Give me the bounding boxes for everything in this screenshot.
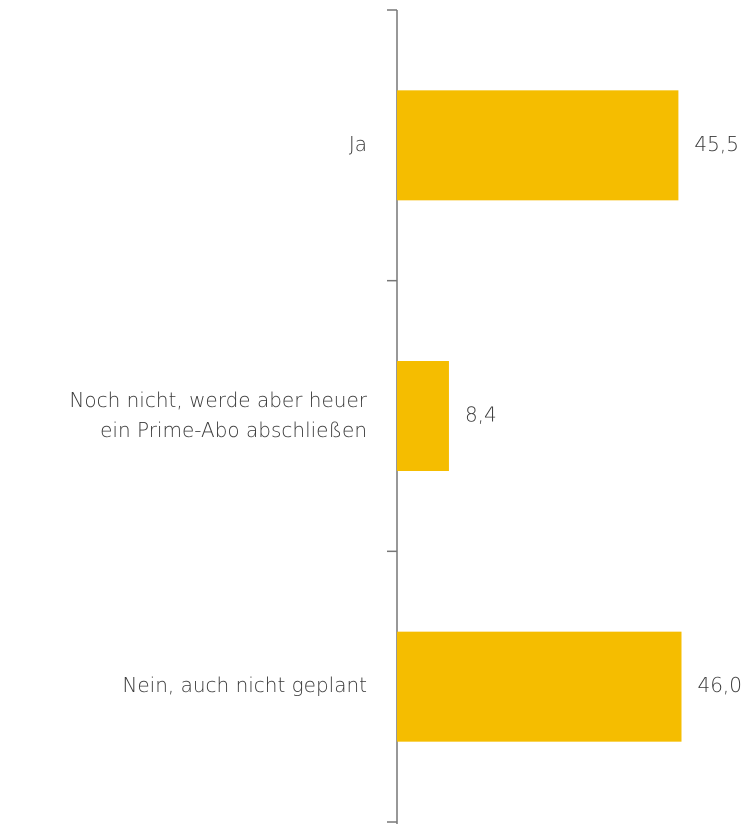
bar bbox=[397, 631, 682, 742]
category-label: Nein, auch nicht geplant bbox=[122, 673, 367, 697]
category-label: Ja bbox=[349, 132, 367, 156]
value-label: 8,4 bbox=[465, 403, 497, 427]
category-label: Noch nicht, werde aber heuer ein Prime-Ab… bbox=[69, 388, 367, 442]
bar bbox=[397, 361, 449, 471]
value-label: 46,0 bbox=[697, 673, 742, 697]
bar bbox=[397, 90, 679, 201]
value-label: 45,5 bbox=[694, 132, 739, 156]
